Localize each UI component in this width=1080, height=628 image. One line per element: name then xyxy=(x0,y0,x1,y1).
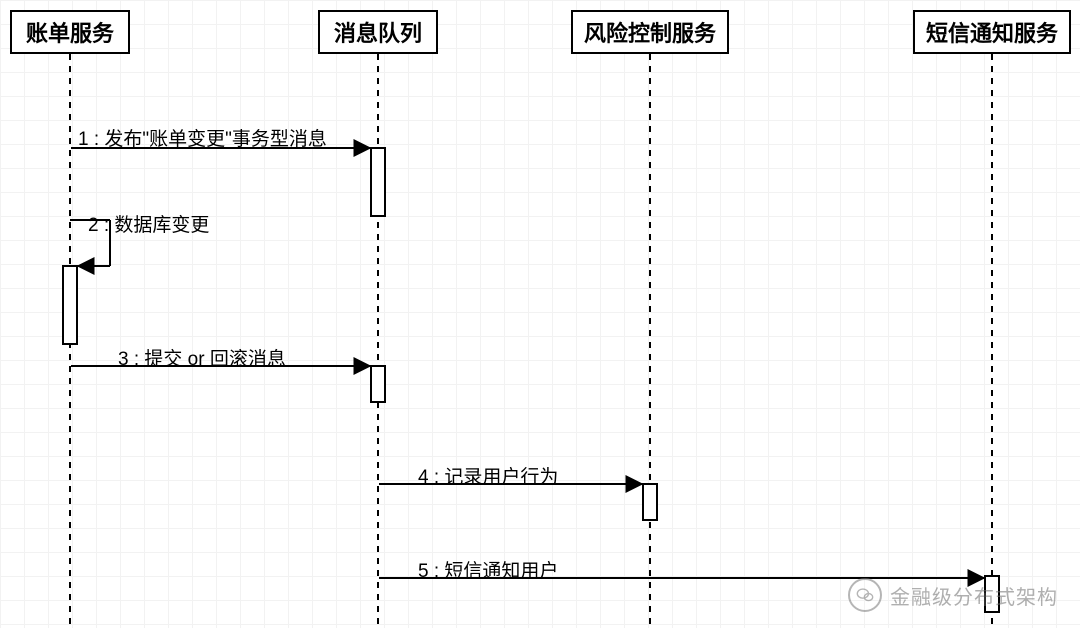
watermark-text: 金融级分布式架构 xyxy=(890,581,1058,610)
wechat-icon xyxy=(848,578,882,612)
watermark: 金融级分布式架构 xyxy=(848,578,1058,612)
sequence-svg xyxy=(0,0,1080,628)
